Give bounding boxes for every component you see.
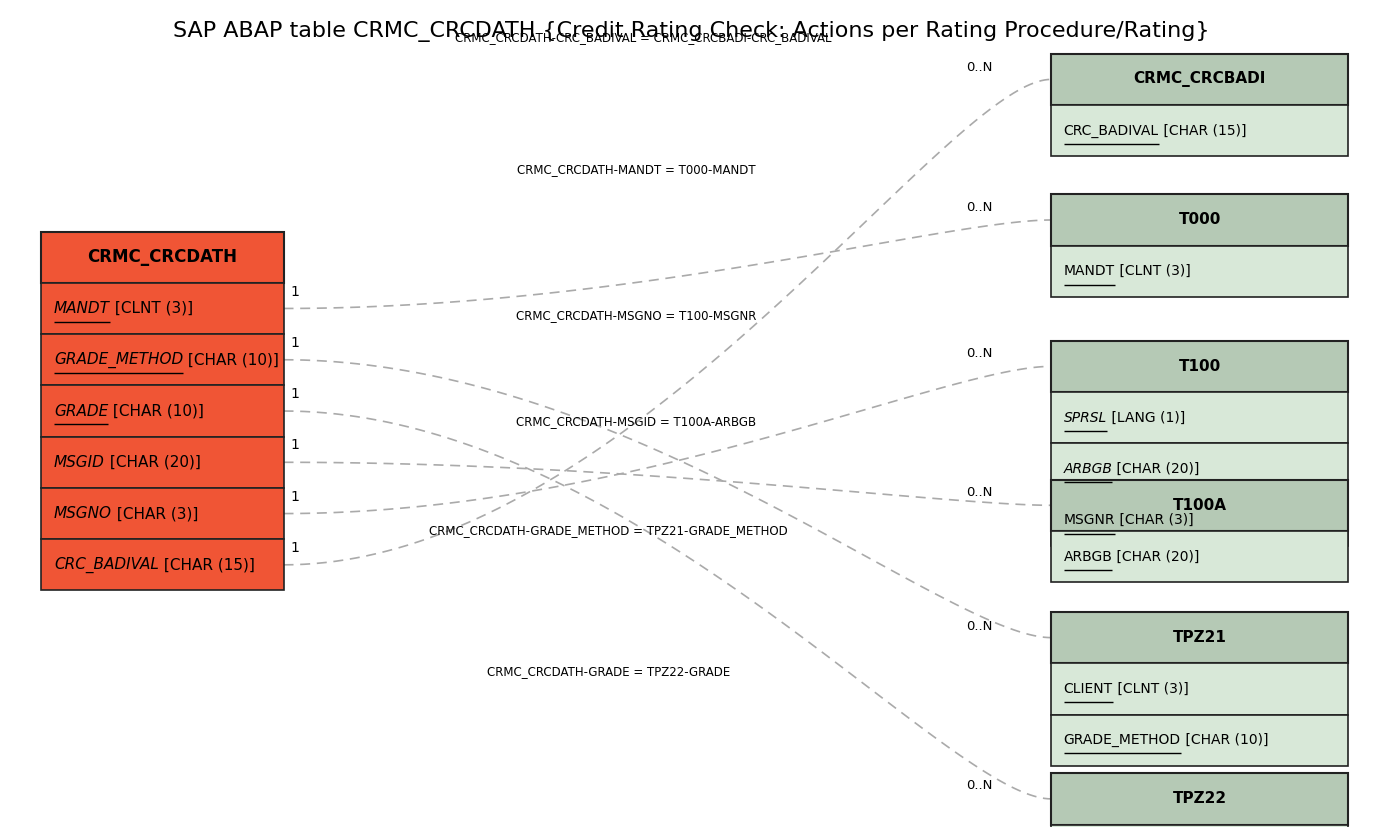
Text: T100: T100 xyxy=(1178,359,1221,374)
Text: 0..N: 0..N xyxy=(967,347,993,361)
Text: [CHAR (10)]: [CHAR (10)] xyxy=(183,352,279,367)
Text: 1: 1 xyxy=(290,490,299,504)
Bar xyxy=(41,283,284,334)
Text: MANDT: MANDT xyxy=(1064,265,1115,278)
Text: T000: T000 xyxy=(1178,213,1221,227)
Text: [CHAR (10)]: [CHAR (10)] xyxy=(1181,734,1268,747)
Text: CLIENT: CLIENT xyxy=(1064,682,1113,696)
Text: MSGNO: MSGNO xyxy=(54,506,112,521)
Bar xyxy=(1051,341,1348,392)
Text: 0..N: 0..N xyxy=(967,779,993,792)
Bar xyxy=(1051,54,1348,105)
Text: CRMC_CRCDATH-GRADE = TPZ22-GRADE: CRMC_CRCDATH-GRADE = TPZ22-GRADE xyxy=(487,665,730,678)
Text: 0..N: 0..N xyxy=(967,619,993,633)
Bar xyxy=(41,488,284,539)
Text: CRMC_CRCDATH-GRADE_METHOD = TPZ21-GRADE_METHOD: CRMC_CRCDATH-GRADE_METHOD = TPZ21-GRADE_… xyxy=(429,524,788,538)
Text: 1: 1 xyxy=(290,336,299,350)
Text: CRMC_CRCDATH-CRC_BADIVAL = CRMC_CRCBADI-CRC_BADIVAL: CRMC_CRCDATH-CRC_BADIVAL = CRMC_CRCBADI-… xyxy=(455,31,831,44)
Text: [CHAR (10)]: [CHAR (10)] xyxy=(108,404,205,418)
Text: TPZ21: TPZ21 xyxy=(1173,630,1227,645)
Bar xyxy=(1051,246,1348,297)
Text: [CHAR (15)]: [CHAR (15)] xyxy=(159,557,254,572)
Bar xyxy=(41,334,284,385)
Text: SAP ABAP table CRMC_CRCDATH {Credit Rating Check: Actions per Rating Procedure/R: SAP ABAP table CRMC_CRCDATH {Credit Rati… xyxy=(173,21,1210,41)
Bar xyxy=(41,539,284,590)
Text: CRMC_CRCDATH-MANDT = T000-MANDT: CRMC_CRCDATH-MANDT = T000-MANDT xyxy=(517,163,755,176)
Bar xyxy=(41,385,284,437)
Text: [CLNT (3)]: [CLNT (3)] xyxy=(1115,265,1191,278)
Text: CRMC_CRCDATH: CRMC_CRCDATH xyxy=(87,248,238,266)
Bar xyxy=(1051,443,1348,495)
Text: GRADE_METHOD: GRADE_METHOD xyxy=(1064,734,1181,747)
Bar xyxy=(1051,480,1348,531)
Bar xyxy=(1051,715,1348,766)
Text: TPZ22: TPZ22 xyxy=(1173,791,1227,806)
Text: ARBGB: ARBGB xyxy=(1064,462,1112,476)
Text: CRC_BADIVAL: CRC_BADIVAL xyxy=(54,557,159,573)
Bar xyxy=(1051,773,1348,825)
Bar xyxy=(1051,495,1348,546)
Text: [CHAR (20)]: [CHAR (20)] xyxy=(105,455,201,470)
Text: [LANG (1)]: [LANG (1)] xyxy=(1106,411,1185,424)
Text: MSGID: MSGID xyxy=(54,455,105,470)
Bar xyxy=(1051,612,1348,663)
Bar xyxy=(1051,531,1348,582)
Text: [CLNT (3)]: [CLNT (3)] xyxy=(1113,682,1188,696)
Bar xyxy=(41,232,284,283)
Bar xyxy=(1051,392,1348,443)
Text: CRMC_CRCDATH-MSGNO = T100-MSGNR: CRMC_CRCDATH-MSGNO = T100-MSGNR xyxy=(516,309,757,323)
Bar xyxy=(41,437,284,488)
Text: GRADE: GRADE xyxy=(54,404,108,418)
Bar xyxy=(1051,194,1348,246)
Text: [CHAR (3)]: [CHAR (3)] xyxy=(112,506,198,521)
Text: 0..N: 0..N xyxy=(967,201,993,214)
Text: MSGNR: MSGNR xyxy=(1064,514,1115,527)
Text: [CHAR (20)]: [CHAR (20)] xyxy=(1112,462,1200,476)
Bar xyxy=(1051,825,1348,827)
Text: T100A: T100A xyxy=(1173,498,1227,513)
Text: CRMC_CRCBADI: CRMC_CRCBADI xyxy=(1134,71,1265,88)
Text: 0..N: 0..N xyxy=(967,61,993,74)
Text: 0..N: 0..N xyxy=(967,486,993,500)
Text: SPRSL: SPRSL xyxy=(1064,411,1106,424)
Text: [CHAR (3)]: [CHAR (3)] xyxy=(1115,514,1194,527)
Text: GRADE_METHOD: GRADE_METHOD xyxy=(54,351,183,368)
Bar xyxy=(1051,663,1348,715)
Text: 1: 1 xyxy=(290,438,299,452)
Text: 1: 1 xyxy=(290,387,299,401)
Text: [CHAR (15)]: [CHAR (15)] xyxy=(1159,124,1246,137)
Text: [CLNT (3)]: [CLNT (3)] xyxy=(109,301,194,316)
Text: 1: 1 xyxy=(290,541,299,555)
Text: [CHAR (20)]: [CHAR (20)] xyxy=(1112,550,1200,563)
Bar xyxy=(1051,105,1348,156)
Text: CRMC_CRCDATH-MSGID = T100A-ARBGB: CRMC_CRCDATH-MSGID = T100A-ARBGB xyxy=(516,415,757,428)
Text: MANDT: MANDT xyxy=(54,301,109,316)
Text: ARBGB: ARBGB xyxy=(1064,550,1112,563)
Text: 1: 1 xyxy=(290,284,299,299)
Text: CRC_BADIVAL: CRC_BADIVAL xyxy=(1064,124,1159,137)
